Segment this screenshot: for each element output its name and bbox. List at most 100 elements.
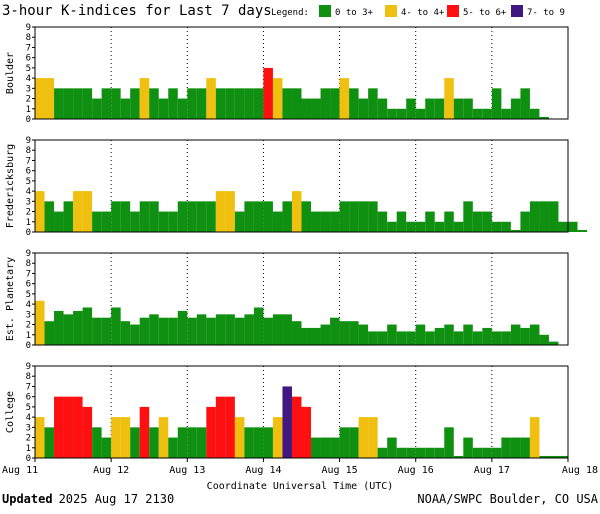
- k-bar: [425, 211, 435, 232]
- k-bar: [377, 211, 388, 232]
- k-bar: [54, 310, 64, 345]
- y-tick-label: 8: [26, 146, 31, 156]
- k-bar: [139, 317, 150, 345]
- k-bar: [520, 437, 530, 458]
- k-bar: [206, 201, 216, 232]
- k-bar: [177, 310, 188, 345]
- k-bar: [548, 201, 559, 232]
- k-bar: [330, 211, 340, 232]
- k-bar: [111, 88, 121, 119]
- k-bar: [311, 211, 321, 232]
- y-tick-label: 1: [26, 331, 31, 341]
- k-bar: [482, 211, 492, 232]
- k-bar: [291, 191, 302, 232]
- k-bar: [215, 396, 226, 458]
- k-bar: [311, 437, 321, 458]
- k-bar: [406, 98, 416, 119]
- k-bar: [35, 417, 45, 458]
- k-bar: [82, 406, 93, 458]
- k-bar: [301, 327, 312, 345]
- y-tick-label: 2: [26, 434, 31, 444]
- k-bar: [282, 88, 292, 119]
- x-tick-label: Aug 11: [2, 465, 38, 476]
- k-bar: [301, 201, 312, 232]
- y-tick-label: 4: [26, 74, 31, 84]
- k-bar: [577, 229, 588, 232]
- k-bar: [73, 191, 83, 232]
- k-bar: [491, 447, 502, 458]
- x-tick-label: Aug 17: [474, 465, 510, 476]
- updated-value: 2025 Aug 17 2130: [59, 492, 175, 506]
- k-bar: [120, 321, 131, 345]
- k-bar: [54, 211, 64, 232]
- k-bar: [358, 417, 369, 458]
- k-bar: [415, 447, 426, 458]
- k-bar: [73, 396, 83, 458]
- y-tick-label: 6: [26, 54, 31, 64]
- k-bar: [272, 417, 283, 458]
- k-bar: [501, 221, 511, 232]
- k-bar: [168, 317, 178, 345]
- k-bar: [425, 331, 435, 345]
- k-bar: [215, 191, 226, 232]
- k-bar: [101, 88, 112, 119]
- k-bar: [396, 108, 407, 119]
- k-bar: [234, 317, 245, 345]
- k-bar: [35, 78, 45, 119]
- k-bar: [558, 221, 568, 232]
- k-bar: [206, 317, 216, 345]
- k-bar: [472, 447, 483, 458]
- k-bar: [272, 211, 283, 232]
- k-bar: [263, 67, 273, 119]
- panel-station-label: Boulder: [5, 52, 16, 94]
- y-tick-label: 3: [26, 310, 31, 320]
- k-bar: [330, 88, 340, 119]
- k-bar: [225, 396, 235, 458]
- k-bar: [453, 455, 464, 458]
- y-tick-label: 4: [26, 187, 31, 197]
- k-bar: [301, 406, 312, 458]
- k-bar: [139, 406, 150, 458]
- k-bar: [263, 427, 273, 458]
- k-bar: [396, 211, 407, 232]
- k-bar: [482, 108, 492, 119]
- y-tick-label: 4: [26, 413, 31, 423]
- y-tick-label: 7: [26, 382, 31, 392]
- k-bar: [444, 324, 454, 345]
- k-bar: [510, 98, 521, 119]
- k-bar: [168, 88, 178, 119]
- k-bar: [539, 201, 549, 232]
- k-bar: [358, 324, 369, 345]
- k-bar: [434, 447, 445, 458]
- k-bar: [539, 116, 549, 119]
- y-tick-label: 7: [26, 269, 31, 279]
- panel-frame: [34, 252, 569, 346]
- k-bar: [444, 427, 454, 458]
- k-bar: [215, 314, 226, 345]
- k-bar: [501, 437, 511, 458]
- k-bar: [311, 327, 321, 345]
- k-bar: [339, 321, 350, 345]
- y-tick-label: 5: [26, 403, 31, 413]
- k-bar: [529, 417, 540, 458]
- k-bar: [472, 331, 483, 345]
- k-bar: [387, 437, 397, 458]
- k-bar: [158, 211, 169, 232]
- k-bar: [320, 88, 331, 119]
- k-bar: [387, 324, 397, 345]
- k-bar: [225, 191, 235, 232]
- k-bar: [444, 211, 454, 232]
- k-bar: [272, 314, 283, 345]
- k-bar: [225, 314, 235, 345]
- x-axis-label: Coordinate Universal Time (UTC): [207, 481, 394, 492]
- k-bar: [320, 437, 331, 458]
- k-bar: [225, 88, 235, 119]
- y-tick-label: 1: [26, 218, 31, 228]
- y-tick-label: 5: [26, 64, 31, 74]
- k-bar: [187, 427, 197, 458]
- legend-swatch-2: [385, 5, 397, 17]
- k-bar: [139, 201, 150, 232]
